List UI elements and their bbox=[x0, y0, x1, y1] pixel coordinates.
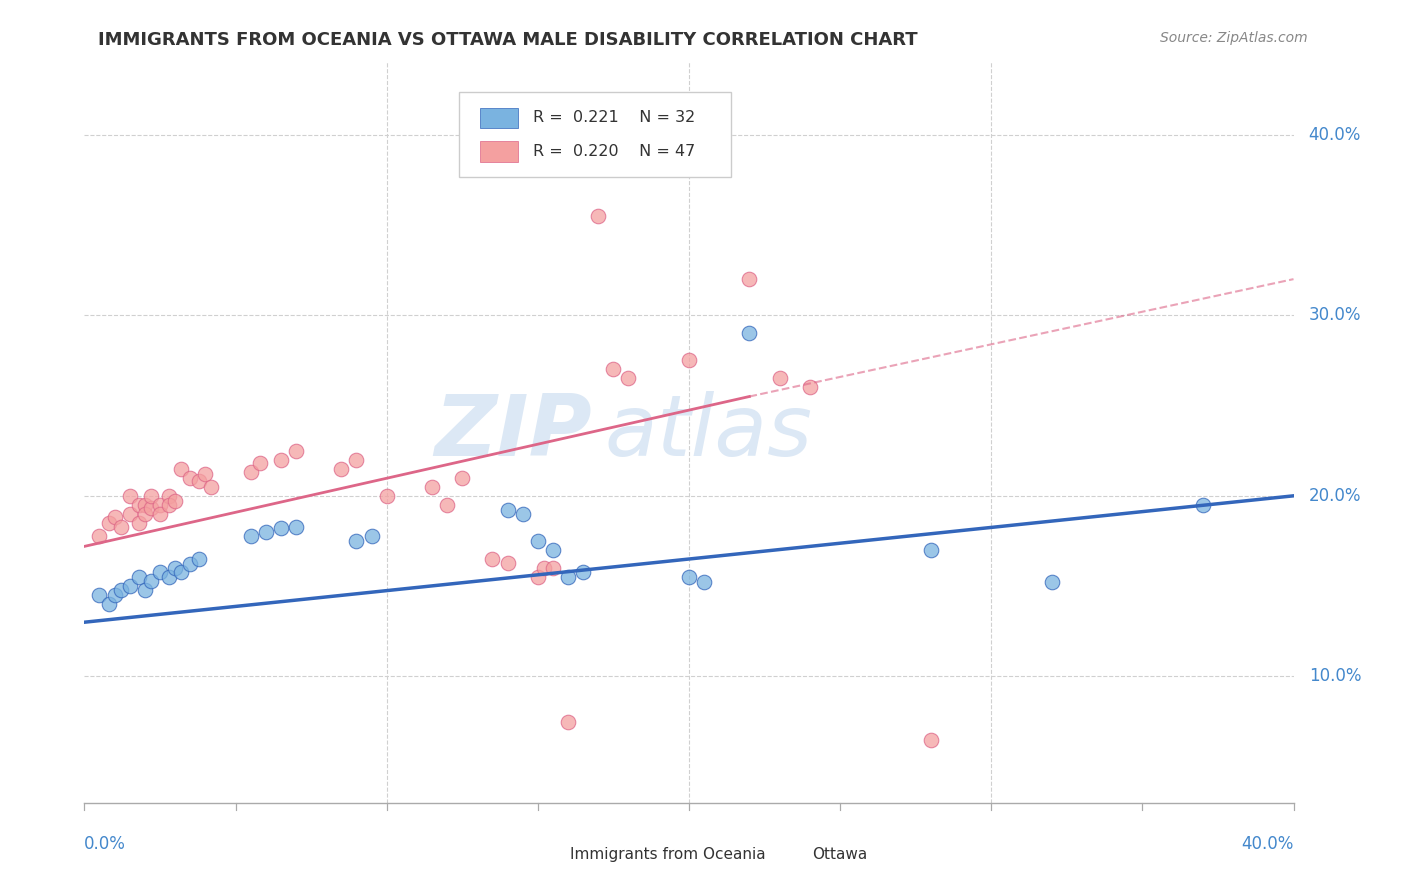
Point bbox=[541, 561, 564, 575]
Point bbox=[572, 565, 595, 579]
Point bbox=[285, 443, 308, 458]
Point bbox=[254, 524, 277, 539]
Text: IMMIGRANTS FROM OCEANIA VS OTTAWA MALE DISABILITY CORRELATION CHART: IMMIGRANTS FROM OCEANIA VS OTTAWA MALE D… bbox=[98, 31, 918, 49]
Point bbox=[678, 353, 700, 368]
Text: 10.0%: 10.0% bbox=[1309, 667, 1361, 685]
Point bbox=[769, 371, 792, 385]
Text: R =  0.220    N = 47: R = 0.220 N = 47 bbox=[533, 144, 695, 159]
Point bbox=[118, 489, 141, 503]
Point bbox=[188, 475, 211, 489]
Point bbox=[512, 507, 534, 521]
Point bbox=[118, 579, 141, 593]
Point bbox=[134, 498, 156, 512]
Bar bbox=[773, 846, 804, 864]
Point bbox=[496, 503, 519, 517]
Bar bbox=[479, 108, 519, 128]
Point bbox=[104, 588, 127, 602]
Point bbox=[157, 570, 180, 584]
Text: Immigrants from Oceania: Immigrants from Oceania bbox=[571, 847, 766, 863]
Point bbox=[693, 575, 716, 590]
Point bbox=[360, 528, 382, 542]
Point bbox=[436, 498, 458, 512]
Point bbox=[799, 380, 821, 394]
Point bbox=[1040, 575, 1063, 590]
Point bbox=[920, 543, 942, 558]
Point bbox=[920, 732, 942, 747]
Text: 40.0%: 40.0% bbox=[1241, 835, 1294, 854]
Text: ZIP: ZIP bbox=[434, 391, 592, 475]
Text: atlas: atlas bbox=[605, 391, 813, 475]
Point bbox=[128, 498, 150, 512]
Bar bbox=[479, 141, 519, 161]
Text: Source: ZipAtlas.com: Source: ZipAtlas.com bbox=[1160, 31, 1308, 45]
Point bbox=[200, 480, 222, 494]
Point bbox=[678, 570, 700, 584]
Point bbox=[110, 582, 132, 597]
Point bbox=[89, 588, 111, 602]
Point bbox=[270, 521, 292, 535]
Point bbox=[139, 501, 162, 516]
Point bbox=[139, 489, 162, 503]
Text: Ottawa: Ottawa bbox=[813, 847, 868, 863]
Point bbox=[157, 489, 180, 503]
Point bbox=[527, 570, 550, 584]
Point bbox=[375, 489, 398, 503]
Point bbox=[128, 516, 150, 530]
Point bbox=[1192, 498, 1215, 512]
Point bbox=[149, 565, 172, 579]
Point bbox=[557, 570, 579, 584]
Point bbox=[285, 519, 308, 533]
Point bbox=[149, 498, 172, 512]
Point bbox=[602, 362, 624, 376]
Text: 0.0%: 0.0% bbox=[84, 835, 127, 854]
Point bbox=[134, 507, 156, 521]
Point bbox=[188, 552, 211, 566]
Point bbox=[149, 507, 172, 521]
Point bbox=[420, 480, 443, 494]
Point bbox=[110, 519, 132, 533]
Point bbox=[481, 552, 503, 566]
Point bbox=[89, 528, 111, 542]
Point bbox=[541, 543, 564, 558]
Point bbox=[533, 561, 555, 575]
Point bbox=[346, 533, 368, 548]
Point bbox=[128, 570, 150, 584]
Point bbox=[249, 456, 271, 470]
Point bbox=[179, 558, 201, 572]
FancyBboxPatch shape bbox=[460, 92, 731, 178]
Point bbox=[346, 452, 368, 467]
Point bbox=[118, 507, 141, 521]
Point bbox=[738, 272, 761, 286]
Point bbox=[165, 494, 187, 508]
Point bbox=[239, 466, 262, 480]
Point bbox=[617, 371, 640, 385]
Point bbox=[588, 209, 610, 223]
Point bbox=[157, 498, 180, 512]
Point bbox=[179, 471, 201, 485]
Point bbox=[134, 582, 156, 597]
Point bbox=[97, 597, 120, 611]
Point bbox=[451, 471, 474, 485]
Text: 40.0%: 40.0% bbox=[1309, 126, 1361, 144]
Text: 20.0%: 20.0% bbox=[1309, 487, 1361, 505]
Point bbox=[97, 516, 120, 530]
Text: R =  0.221    N = 32: R = 0.221 N = 32 bbox=[533, 111, 695, 126]
Point bbox=[270, 452, 292, 467]
Point bbox=[194, 467, 217, 482]
Point bbox=[170, 565, 193, 579]
Point bbox=[239, 528, 262, 542]
Bar bbox=[531, 846, 562, 864]
Point bbox=[557, 714, 579, 729]
Point bbox=[738, 326, 761, 341]
Point bbox=[165, 561, 187, 575]
Point bbox=[527, 533, 550, 548]
Point bbox=[104, 510, 127, 524]
Point bbox=[496, 556, 519, 570]
Text: 30.0%: 30.0% bbox=[1309, 306, 1361, 325]
Point bbox=[330, 461, 353, 475]
Point bbox=[139, 574, 162, 588]
Point bbox=[170, 461, 193, 475]
